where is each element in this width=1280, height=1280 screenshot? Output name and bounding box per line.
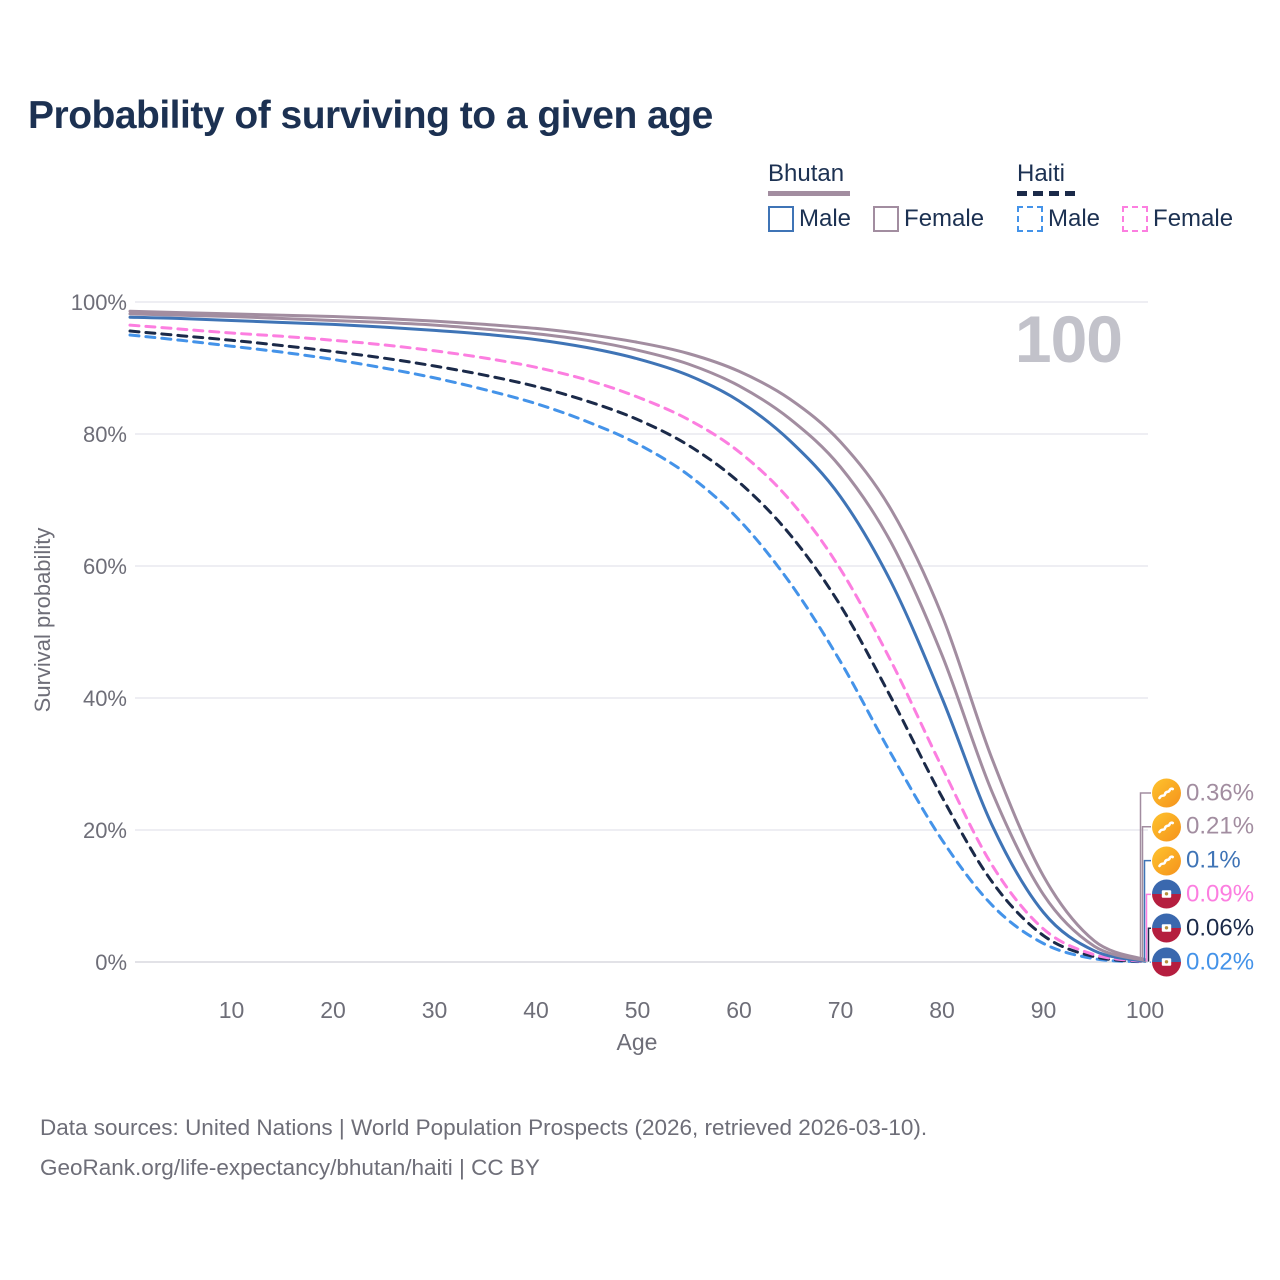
x-tick-label-90: 90 bbox=[1031, 997, 1057, 1023]
footer-citation: GeoRank.org/life-expectancy/bhutan/haiti… bbox=[40, 1155, 540, 1180]
legend-group-line-haiti bbox=[1017, 191, 1075, 196]
bhutan-flag-icon bbox=[1152, 778, 1181, 808]
end-label-value: 0.06% bbox=[1186, 914, 1255, 942]
bhutan-flag-icon bbox=[1152, 812, 1181, 842]
series-line-haiti-female bbox=[128, 323, 1147, 963]
end-label-value: 0.02% bbox=[1186, 948, 1255, 975]
end-label-haiti-female[interactable]: 0.09% bbox=[1152, 879, 1255, 909]
legend-item-haiti-female[interactable]: Female bbox=[1122, 205, 1233, 233]
end-label-bhutan-female[interactable]: 0.36% bbox=[1152, 778, 1255, 808]
x-tick-label-80: 80 bbox=[929, 997, 955, 1023]
legend-item-label: Male bbox=[799, 205, 852, 232]
x-tick-label-20: 20 bbox=[320, 997, 346, 1023]
series-line-haiti-all bbox=[128, 329, 1147, 964]
legend-item-bhutan-female[interactable]: Female bbox=[873, 205, 984, 233]
bhutan-flag-icon bbox=[1152, 846, 1181, 876]
x-tick-label-60: 60 bbox=[726, 997, 752, 1023]
end-label-haiti-male[interactable]: 0.02% bbox=[1152, 947, 1255, 977]
y-tick-label-0: 0% bbox=[95, 950, 127, 975]
end-label-value: 0.1% bbox=[1186, 846, 1241, 874]
leader-line-bhutan-female bbox=[1139, 792, 1151, 960]
end-label-value: 0.09% bbox=[1186, 880, 1255, 908]
legend-item-haiti-male[interactable]: Male bbox=[1017, 205, 1100, 233]
x-axis-title: Age bbox=[616, 1029, 658, 1055]
haiti-flag-icon bbox=[1152, 947, 1181, 977]
x-tick-label-30: 30 bbox=[422, 997, 448, 1023]
legend-item-label: Male bbox=[1048, 205, 1101, 232]
y-tick-label-40: 40% bbox=[83, 686, 127, 711]
legend-group-line-bhutan bbox=[768, 191, 850, 196]
y-axis-title: Survival probability bbox=[30, 527, 55, 713]
haiti-flag-icon bbox=[1152, 913, 1181, 943]
legend-item-label: Female bbox=[1153, 205, 1234, 232]
series-line-bhutan-male bbox=[128, 315, 1147, 963]
legend-group-title-bhutan[interactable]: Bhutan bbox=[768, 160, 845, 187]
legend-swatch-bhutan-female bbox=[873, 206, 900, 232]
x-tick-label-10: 10 bbox=[219, 997, 245, 1023]
legend-group-haiti: Haiti Male Female bbox=[1017, 160, 1233, 233]
legend-swatch-haiti-female bbox=[1122, 206, 1149, 232]
leader-line-bhutan-all bbox=[1141, 826, 1151, 961]
x-tick-label-70: 70 bbox=[828, 997, 854, 1023]
x-tick-label-50: 50 bbox=[625, 997, 651, 1023]
y-tick-label-60: 60% bbox=[83, 554, 127, 579]
footer-sources: Data sources: United Nations | World Pop… bbox=[40, 1115, 928, 1140]
x-tick-label-40: 40 bbox=[523, 997, 549, 1023]
x-tick-label-100: 100 bbox=[1126, 997, 1164, 1023]
y-tick-label-100: 100% bbox=[71, 290, 127, 315]
legend-group-bhutan: Bhutan Male Female bbox=[768, 160, 984, 233]
legend-swatch-haiti-male bbox=[1017, 206, 1043, 232]
end-label-value: 0.36% bbox=[1186, 779, 1255, 806]
end-label-bhutan-male[interactable]: 0.1% bbox=[1152, 846, 1241, 876]
haiti-flag-icon bbox=[1152, 879, 1181, 909]
leader-line-haiti-all bbox=[1147, 927, 1151, 962]
y-tick-label-20: 20% bbox=[83, 818, 127, 843]
end-label-haiti-all[interactable]: 0.06% bbox=[1152, 913, 1255, 943]
end-label-bhutan-all[interactable]: 0.21% bbox=[1152, 812, 1255, 842]
footer: Data sources: United Nations | World Pop… bbox=[40, 1108, 927, 1188]
leader-line-bhutan-male bbox=[1143, 859, 1151, 962]
series-line-bhutan-all bbox=[128, 312, 1147, 963]
legend-swatch-bhutan-male bbox=[768, 206, 794, 232]
legend: Bhutan Male Female Haiti Male Female bbox=[768, 160, 1248, 244]
y-tick-label-80: 80% bbox=[83, 422, 127, 447]
series-line-haiti-male bbox=[128, 333, 1147, 964]
legend-item-label: Female bbox=[904, 205, 985, 232]
legend-item-bhutan-male[interactable]: Male bbox=[768, 205, 851, 233]
page-title: Probability of surviving to a given age bbox=[28, 94, 713, 137]
age-watermark: 100 bbox=[1014, 302, 1123, 376]
leader-line-haiti-female bbox=[1145, 893, 1151, 962]
end-label-value: 0.21% bbox=[1186, 812, 1255, 840]
series-line-bhutan-female bbox=[128, 309, 1147, 962]
legend-group-title-haiti[interactable]: Haiti bbox=[1017, 160, 1066, 187]
